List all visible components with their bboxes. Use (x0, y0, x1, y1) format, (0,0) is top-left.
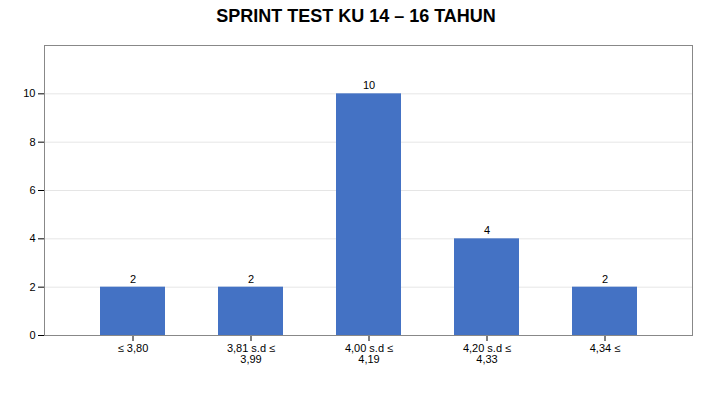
svg-text:0: 0 (29, 329, 35, 341)
svg-text:2: 2 (602, 273, 608, 285)
svg-text:2: 2 (29, 281, 35, 293)
svg-text:4,20 s.d ≤4,33: 4,20 s.d ≤4,33 (463, 342, 511, 365)
svg-text:10: 10 (23, 87, 35, 99)
svg-text:10: 10 (363, 79, 375, 91)
svg-text:4: 4 (29, 232, 35, 244)
svg-text:2: 2 (130, 273, 136, 285)
svg-text:6: 6 (29, 184, 35, 196)
svg-text:2: 2 (248, 273, 254, 285)
svg-text:3,81 s.d ≤3,99: 3,81 s.d ≤3,99 (227, 342, 275, 365)
svg-text:8: 8 (29, 136, 35, 148)
svg-text:4: 4 (484, 224, 490, 236)
svg-text:4,34 ≤: 4,34 ≤ (590, 342, 621, 354)
svg-text:4,00 s.d ≤4,19: 4,00 s.d ≤4,19 (345, 342, 393, 365)
html-text:SPRINT TEST KU 14 – 16 TAHUN: SPRINT TEST KU 14 – 16 TAHUN (216, 6, 496, 26)
svg-text:≤ 3,80: ≤ 3,80 (118, 342, 149, 354)
